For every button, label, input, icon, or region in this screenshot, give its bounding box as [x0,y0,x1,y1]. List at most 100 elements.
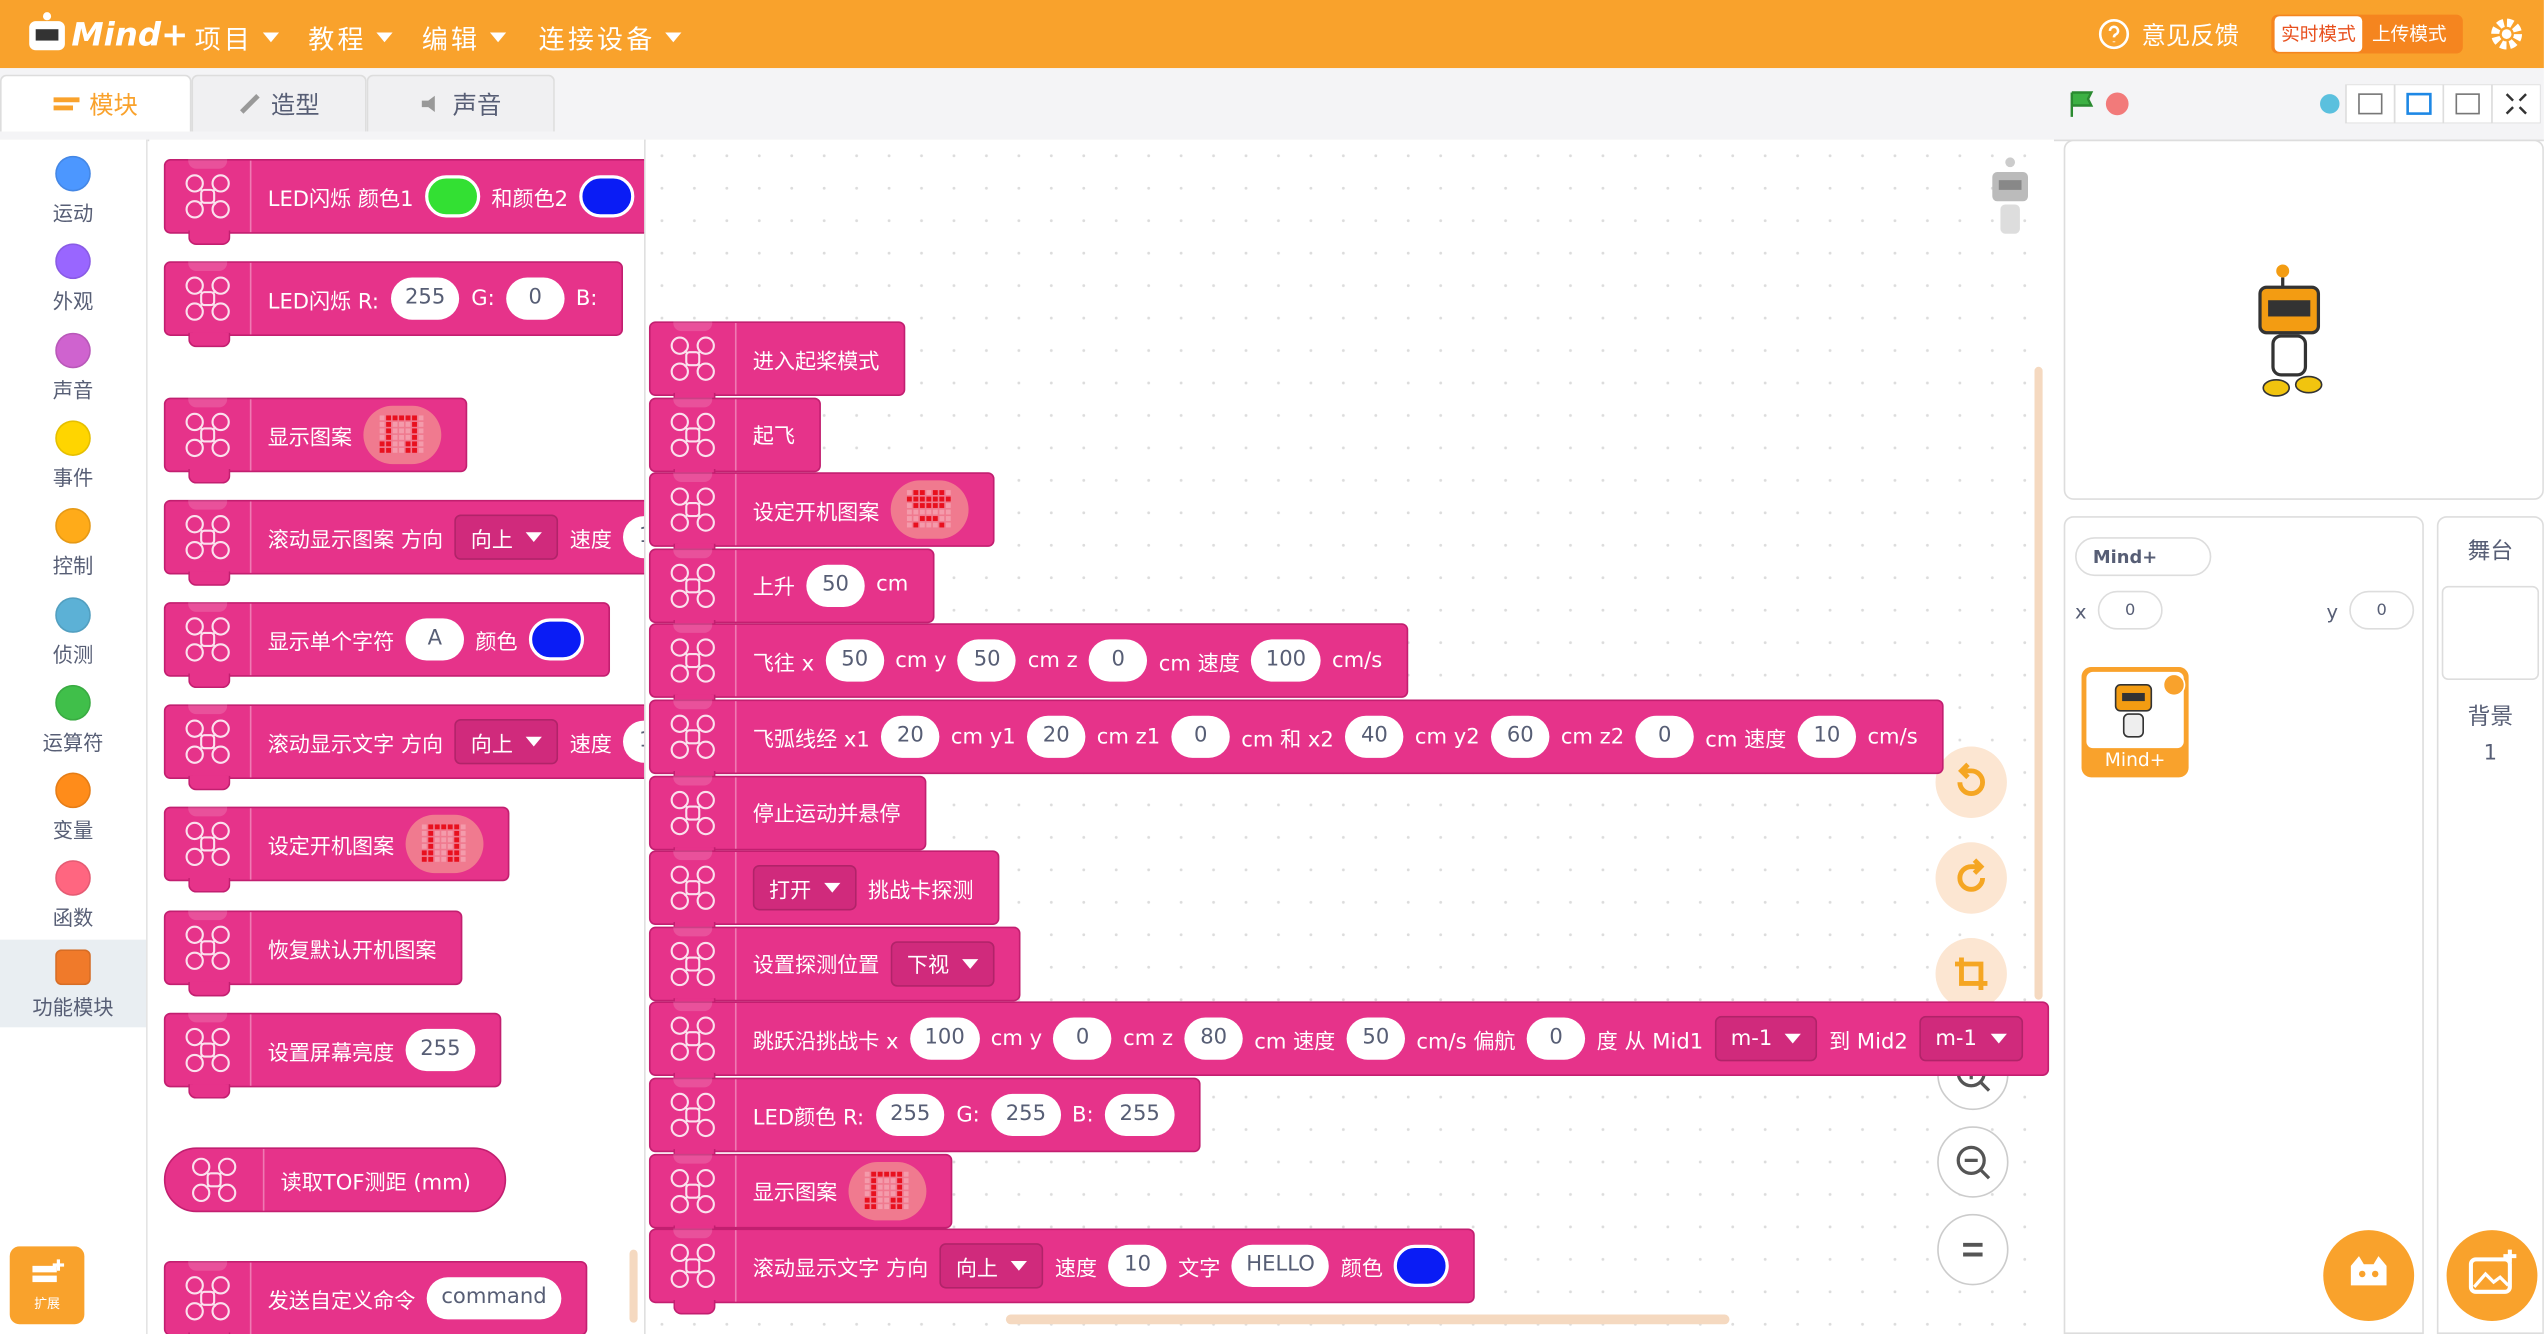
category[interactable]: 声音 [0,322,146,410]
pattern-image[interactable] [405,814,484,874]
block-dropdown[interactable]: 向上 [454,718,559,765]
command-block[interactable]: 滚动显示图案 方向 向上 速度 10 [163,499,645,586]
pattern-image[interactable] [363,405,442,465]
settings-icon[interactable] [2489,16,2525,52]
extension-button[interactable]: 扩展 [9,1246,85,1325]
command-block[interactable]: 设置屏幕亮度 255 [163,1012,502,1099]
redo-button[interactable] [1935,842,2007,914]
block-input[interactable]: 255 [991,1093,1061,1137]
block-input[interactable]: 0 [1635,715,1694,758]
stage-thumb[interactable] [2441,585,2540,680]
command-block[interactable]: 发送自定义命令 command [163,1260,588,1334]
command-block[interactable]: 进入起桨模式 [648,321,906,408]
zoom-reset[interactable] [1937,1213,2009,1286]
color-swatch[interactable] [528,618,585,661]
mode-switch[interactable]: 实时模式 上传模式 [2271,14,2463,54]
command-block[interactable]: 飞往 x 50 cm y 50 cm z 0 cm 速度 100 cm/s [648,623,1409,710]
block-input[interactable]: 50 [957,640,1017,683]
crop-button[interactable] [1935,938,2007,1010]
block-dropdown[interactable]: m-1 [1919,1016,2023,1063]
block-input[interactable]: 50 [825,640,884,683]
block-input[interactable]: A [405,618,465,661]
command-block[interactable]: 打开 挑战卡探测 [648,850,1000,937]
command-block[interactable]: 上升 50 cm [648,548,935,635]
sprite-thumb[interactable]: Mind+ [2081,667,2189,778]
color-swatch[interactable] [424,175,481,218]
menu-item[interactable]: 教程 [308,18,393,57]
command-block[interactable]: 恢复默认开机图案 [163,910,463,997]
block-input[interactable]: 10 [623,720,645,763]
block-dropdown[interactable]: 向上 [939,1243,1044,1289]
command-block[interactable]: LED闪烁 R: 255 G: 0 B: [163,261,624,348]
command-block[interactable]: 停止运动并悬停 [648,775,927,862]
x-input[interactable]: 0 [2097,590,2163,630]
category[interactable]: 变量 [0,763,146,851]
block-input[interactable]: 0 [506,277,565,320]
reporter-block[interactable]: 读取TOF测距 (mm) [163,1147,507,1213]
mode-realtime[interactable]: 实时模式 [2274,16,2363,52]
block-input[interactable]: 100 [909,1018,980,1061]
pattern-image[interactable] [890,480,969,540]
run-controls[interactable] [2069,89,2134,118]
block-dropdown[interactable]: 向上 [454,514,559,560]
block-input[interactable]: 10 [1108,1245,1167,1288]
add-backdrop[interactable] [2446,1230,2538,1322]
undo-button[interactable] [1935,746,2007,818]
command-block[interactable]: LED闪烁 颜色1 和颜色2 [163,159,645,246]
block-input[interactable]: 20 [1027,715,1086,758]
category[interactable]: 事件 [0,410,146,498]
block-input[interactable]: command [426,1277,562,1320]
block-input[interactable]: 0 [1053,1018,1112,1061]
block-dropdown[interactable]: m-1 [1714,1016,1818,1063]
category[interactable]: 外观 [0,234,146,322]
menu-item[interactable]: 连接设备 [539,18,682,57]
block-input[interactable]: 20 [881,715,940,758]
zoom-out[interactable] [1937,1126,2009,1198]
block-input[interactable]: 255 [405,1028,476,1072]
pattern-image[interactable] [848,1161,927,1220]
feedback[interactable]: 意见反馈 [2141,21,2239,51]
block-input[interactable]: HELLO [1231,1245,1330,1288]
command-block[interactable]: 显示图案 [648,1153,953,1240]
block-input[interactable]: 40 [1345,715,1404,758]
block-dropdown[interactable]: 下视 [890,940,995,987]
block-input[interactable]: 10 [1797,715,1857,758]
command-block[interactable]: 滚动显示文字 方向 向上 速度 10 文字 HELLO 颜色 [648,1228,1476,1315]
command-block[interactable]: LED颜色 R: 255 G: 255 B: 255 [648,1077,1201,1164]
category[interactable]: 功能模块 [0,939,147,1027]
category[interactable]: 控制 [0,499,146,587]
block-input[interactable]: 0 [1089,640,1148,683]
category[interactable]: 函数 [0,851,146,939]
command-block[interactable]: 显示图案 [163,397,468,484]
block-input[interactable]: 80 [1184,1018,1243,1061]
block-input[interactable]: 255 [390,277,460,320]
sprite-name[interactable]: Mind+ [2075,537,2212,577]
y-input[interactable]: 0 [2349,590,2415,630]
category[interactable]: 运算符 [0,675,146,763]
command-block[interactable]: 起飞 [648,396,821,483]
block-input[interactable]: 255 [875,1093,945,1137]
color-swatch[interactable] [579,175,635,218]
block-input[interactable]: 0 [1171,715,1230,758]
tab[interactable]: 造型 [191,74,367,132]
tab[interactable]: 声音 [366,74,555,132]
color-swatch[interactable] [1394,1245,1450,1288]
command-block[interactable]: 显示单个字符 A 颜色 [163,602,611,689]
block-input[interactable]: 255 [1104,1093,1175,1137]
menu-item[interactable]: 编辑 [422,18,507,57]
category[interactable]: 运动 [0,146,146,234]
command-block[interactable]: 设定开机图案 [648,472,995,559]
command-block[interactable]: 设置探测位置 下视 [648,926,1021,1013]
block-input[interactable]: 50 [1346,1018,1406,1061]
command-block[interactable]: 设定开机图案 [163,806,510,893]
block-input[interactable]: 50 [806,564,865,607]
layout-buttons[interactable] [2314,84,2541,124]
block-input[interactable]: 10 [623,516,645,559]
block-input[interactable]: 100 [1251,640,1321,683]
block-dropdown[interactable]: 打开 [752,865,857,911]
tab[interactable]: 模块 [0,74,192,132]
category[interactable]: 侦测 [0,587,146,675]
command-block[interactable]: 跳跃沿挑战卡 x 100 cm y 0 cm z 80 cm 速度 50 cm/s 偏航 0 度 从… [648,1001,2049,1088]
command-block[interactable]: 飞弧线经 x1 20 cm y1 20 cm z1 0 cm 和 x2 40 cm y2 60 cm… [648,699,1944,786]
